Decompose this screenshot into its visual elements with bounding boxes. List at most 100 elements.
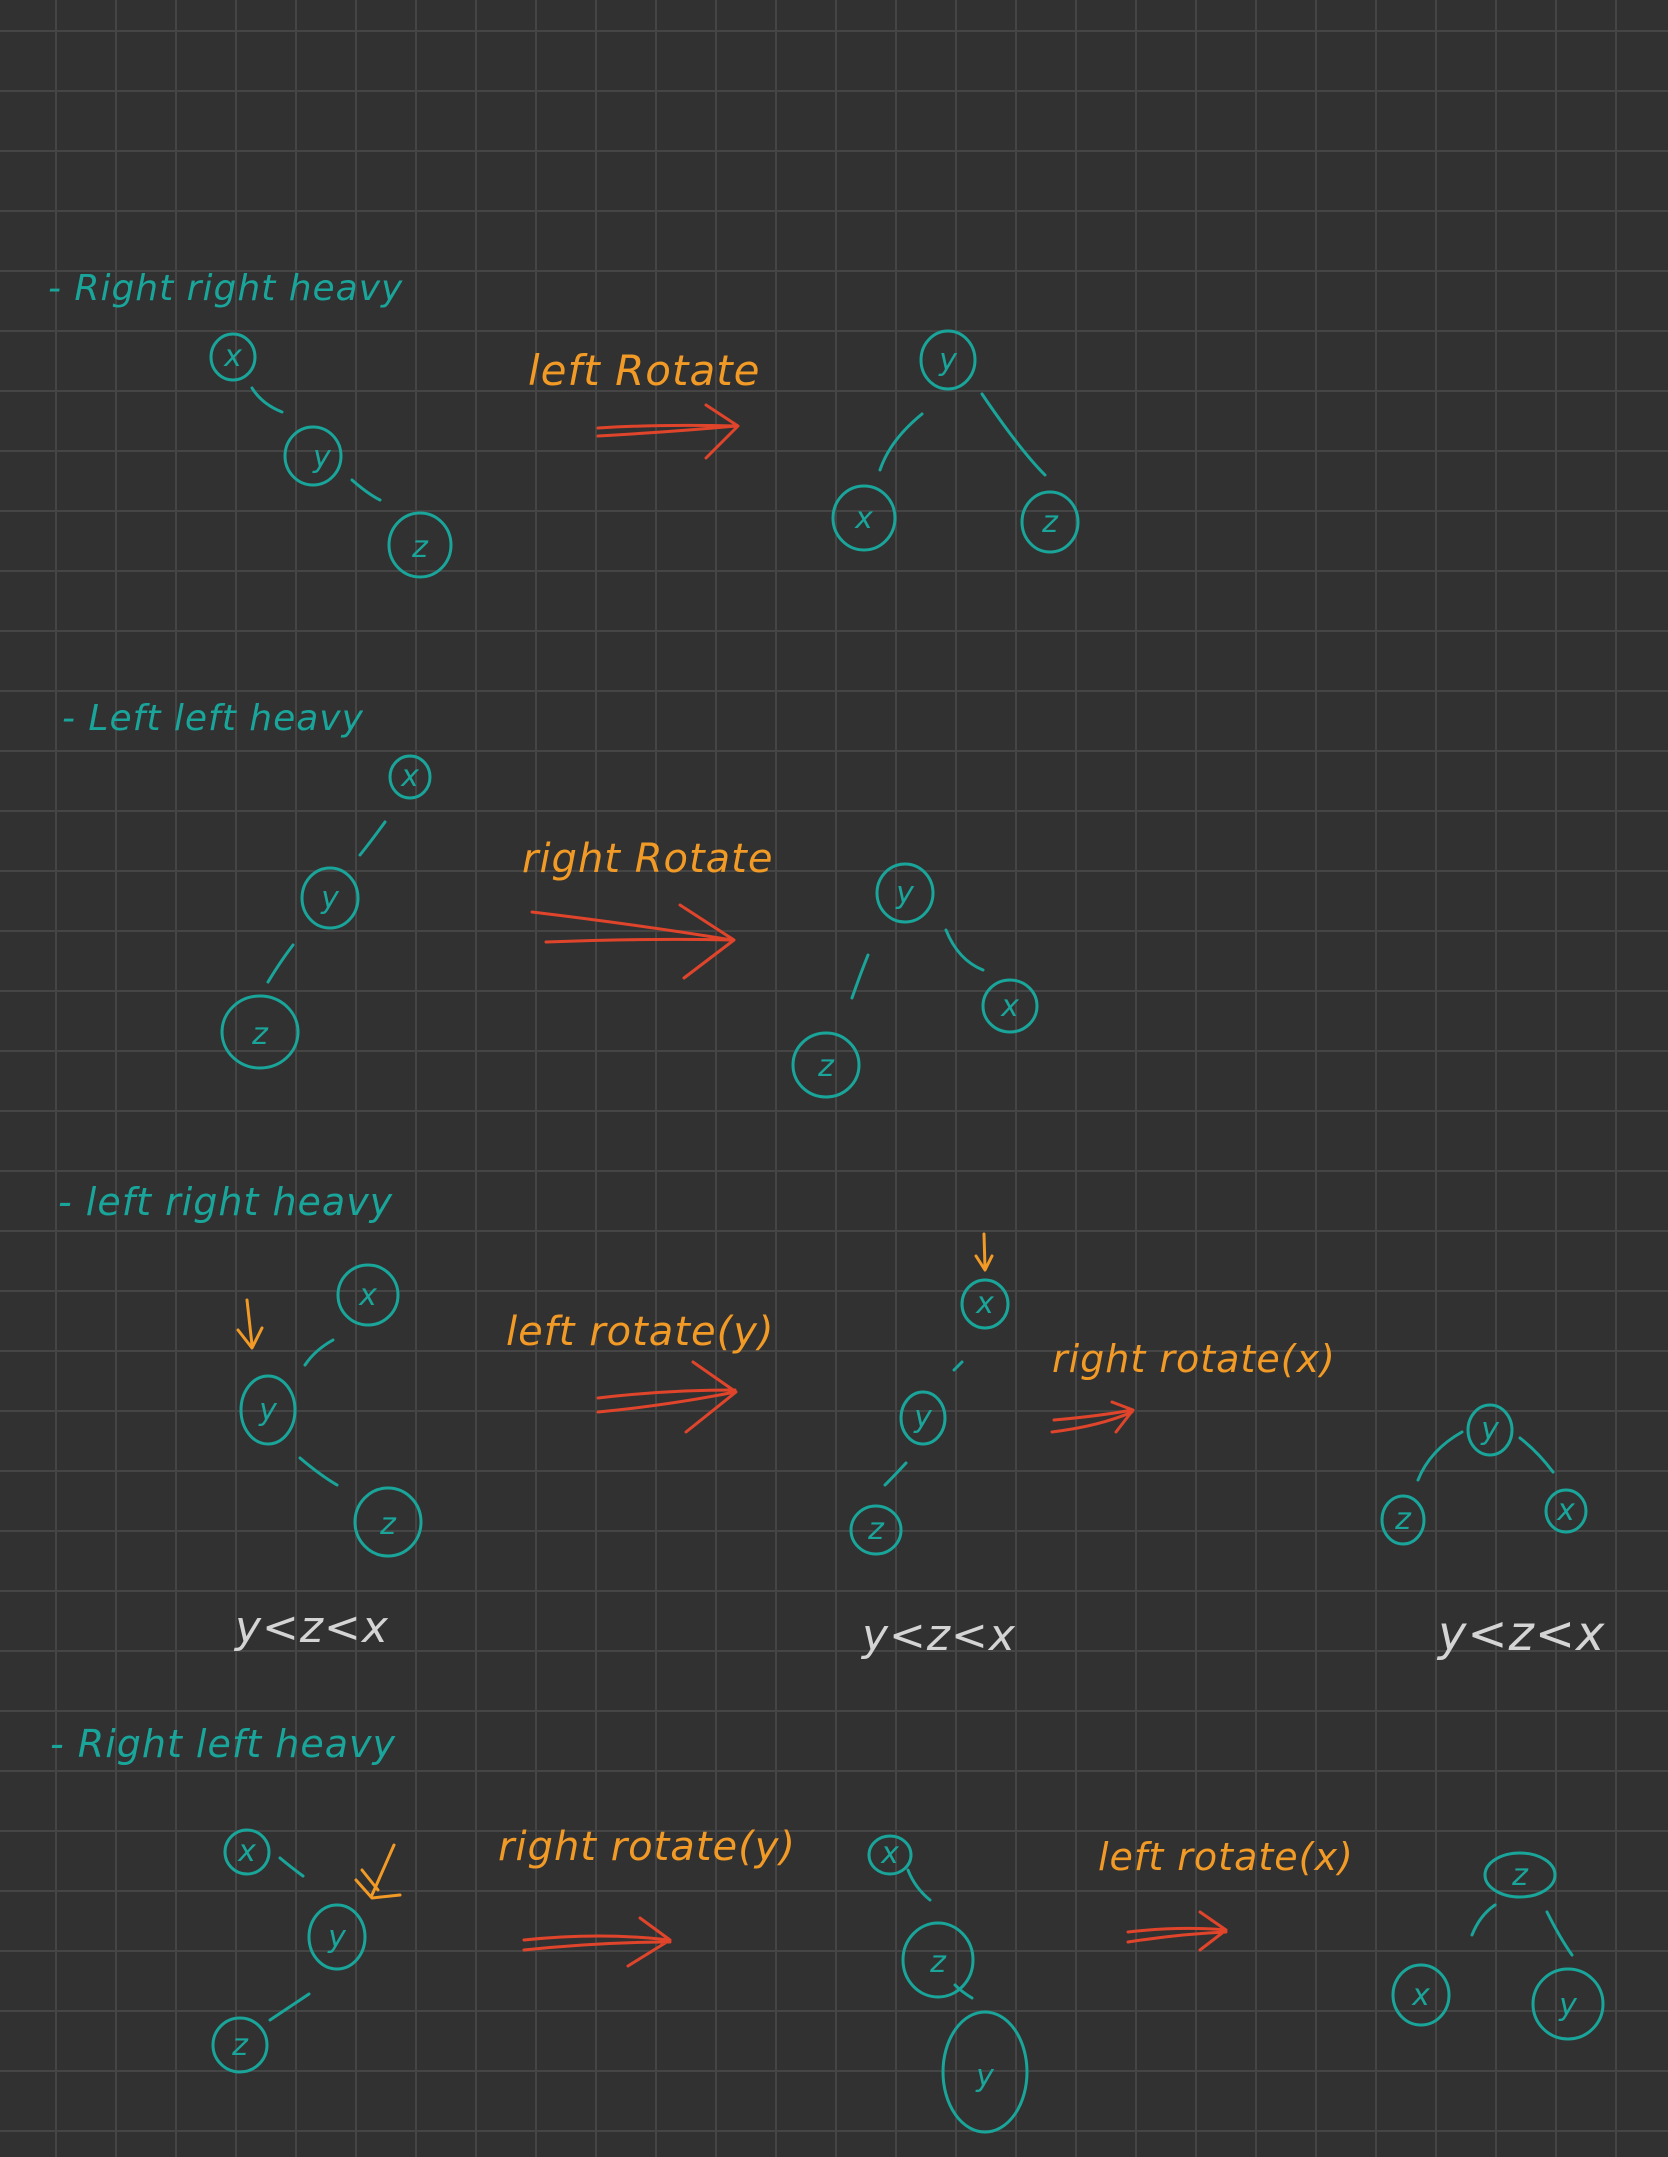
svg-text:x: x: [223, 339, 242, 374]
tree-node: z: [849, 1504, 903, 1556]
svg-text:x: x: [975, 1286, 994, 1321]
tree-edge: [1470, 1903, 1497, 1937]
heading-left-right-heavy: - left right heavy: [58, 1180, 393, 1224]
tree-edge: [850, 953, 870, 1000]
tree-after: z x y: [1391, 1851, 1605, 2041]
svg-text:y: y: [938, 343, 958, 378]
tree-node: z: [211, 2016, 269, 2074]
svg-text:z: z: [379, 1507, 397, 1542]
ordering-note: y<z<x: [1436, 1606, 1605, 1662]
tree-edge: [303, 1338, 335, 1367]
tree-node: y: [941, 2010, 1029, 2134]
svg-text:x: x: [1411, 1978, 1430, 2013]
tree-before: x y z: [211, 1828, 402, 2074]
tree-node: x: [1544, 1488, 1588, 1534]
svg-text:z: z: [929, 1945, 947, 1980]
tree-node: y: [899, 1390, 947, 1446]
transform-arrow: [1050, 1400, 1135, 1434]
ordering-note: y<z<x: [860, 1610, 1016, 1661]
tree-node: x: [981, 978, 1039, 1034]
tree-node: x: [223, 1828, 271, 1876]
tree-before: x y z: [236, 1263, 423, 1558]
tree-node: y: [307, 1903, 367, 1971]
tree-edge: [298, 1456, 339, 1487]
tree-node: z: [901, 1921, 975, 1999]
svg-text:x: x: [237, 1834, 256, 1869]
tree-middle: x y z: [849, 1232, 1010, 1556]
svg-text:y: y: [320, 881, 340, 916]
tree-edge: [952, 1360, 964, 1372]
heading-right-right-heavy: - Right right heavy: [48, 268, 403, 309]
svg-text:x: x: [880, 1836, 899, 1871]
transform-arrow: [596, 403, 740, 460]
tree-node: x: [209, 332, 257, 382]
svg-text:x: x: [1000, 989, 1019, 1024]
tree-edge: [266, 943, 295, 984]
operation-label: left rotate(x): [1098, 1835, 1354, 1879]
section-right-right-heavy: - Right right heavy x y z left Rotate: [48, 268, 1080, 579]
tree-before: x y z: [209, 332, 453, 579]
operation-label: right rotate(y): [498, 1824, 796, 1870]
tree-after: y z x: [1380, 1403, 1588, 1546]
svg-text:y: y: [913, 1400, 933, 1435]
operation-label: right Rotate: [522, 836, 773, 882]
svg-text:z: z: [817, 1049, 835, 1084]
svg-text:z: z: [1394, 1502, 1412, 1537]
svg-text:x: x: [854, 501, 873, 536]
tree-edge: [953, 1983, 974, 2000]
tree-node: x: [867, 1834, 913, 1876]
transform-arrow: [1126, 1910, 1228, 1952]
tree-edge: [278, 1856, 305, 1878]
operation-label: left rotate(y): [506, 1309, 775, 1355]
tree-edge: [883, 1461, 908, 1487]
tree-node: y: [1531, 1967, 1605, 2041]
tree-edge: [878, 412, 924, 472]
svg-text:y: y: [258, 1393, 278, 1428]
tree-node: y: [239, 1374, 297, 1446]
svg-text:y: y: [975, 2059, 995, 2094]
tree-edge: [250, 386, 284, 414]
svg-text:y: y: [327, 1920, 347, 1955]
tree-node: x: [388, 754, 432, 800]
transform-arrow: [596, 1360, 738, 1434]
pointer-arrow-icon: [974, 1232, 994, 1272]
svg-text:x: x: [400, 759, 419, 794]
section-left-left-heavy: - Left left heavy x y z right Rotate y: [62, 698, 1039, 1099]
transform-arrow: [522, 1916, 672, 1968]
heading-right-left-heavy: - Right left heavy: [50, 1722, 396, 1766]
tree-after: y x z: [831, 329, 1080, 554]
tree-edge: [350, 478, 382, 502]
svg-text:z: z: [867, 1512, 885, 1547]
heading-left-left-heavy: - Left left heavy: [62, 698, 364, 739]
svg-text:y: y: [312, 440, 332, 475]
tree-node: x: [336, 1263, 400, 1327]
tree-node: z: [353, 1486, 423, 1558]
tree-node: x: [1391, 1963, 1451, 2027]
svg-text:z: z: [1511, 1858, 1529, 1893]
tree-edge: [980, 392, 1047, 477]
operation-label: right rotate(x): [1052, 1337, 1336, 1381]
tree-edge: [944, 928, 985, 972]
tree-node: z: [791, 1031, 861, 1099]
pointer-arrow-icon: [354, 1843, 402, 1900]
tree-middle: x z y: [867, 1834, 1029, 2134]
tree-node: y: [875, 862, 935, 924]
pointer-arrow-icon: [236, 1298, 264, 1350]
tree-edge: [1416, 1430, 1464, 1482]
ordering-note: y<z<x: [233, 1602, 389, 1653]
tree-node: y: [283, 425, 343, 487]
tree-node: x: [960, 1278, 1010, 1330]
tree-node: z: [1380, 1494, 1426, 1546]
tree-node: z: [1020, 490, 1080, 554]
tree-edge: [268, 1992, 311, 2022]
tree-node: y: [300, 866, 360, 930]
tree-node: x: [831, 484, 897, 552]
operation-label: left Rotate: [528, 346, 761, 395]
tree-node: y: [919, 329, 977, 391]
tree-after: y z x: [791, 862, 1039, 1099]
transform-arrow: [530, 903, 736, 980]
svg-text:y: y: [1480, 1412, 1500, 1447]
tree-before: x y z: [220, 754, 432, 1070]
section-left-right-heavy: - left right heavy x y z left rotate(y): [58, 1180, 1605, 1662]
